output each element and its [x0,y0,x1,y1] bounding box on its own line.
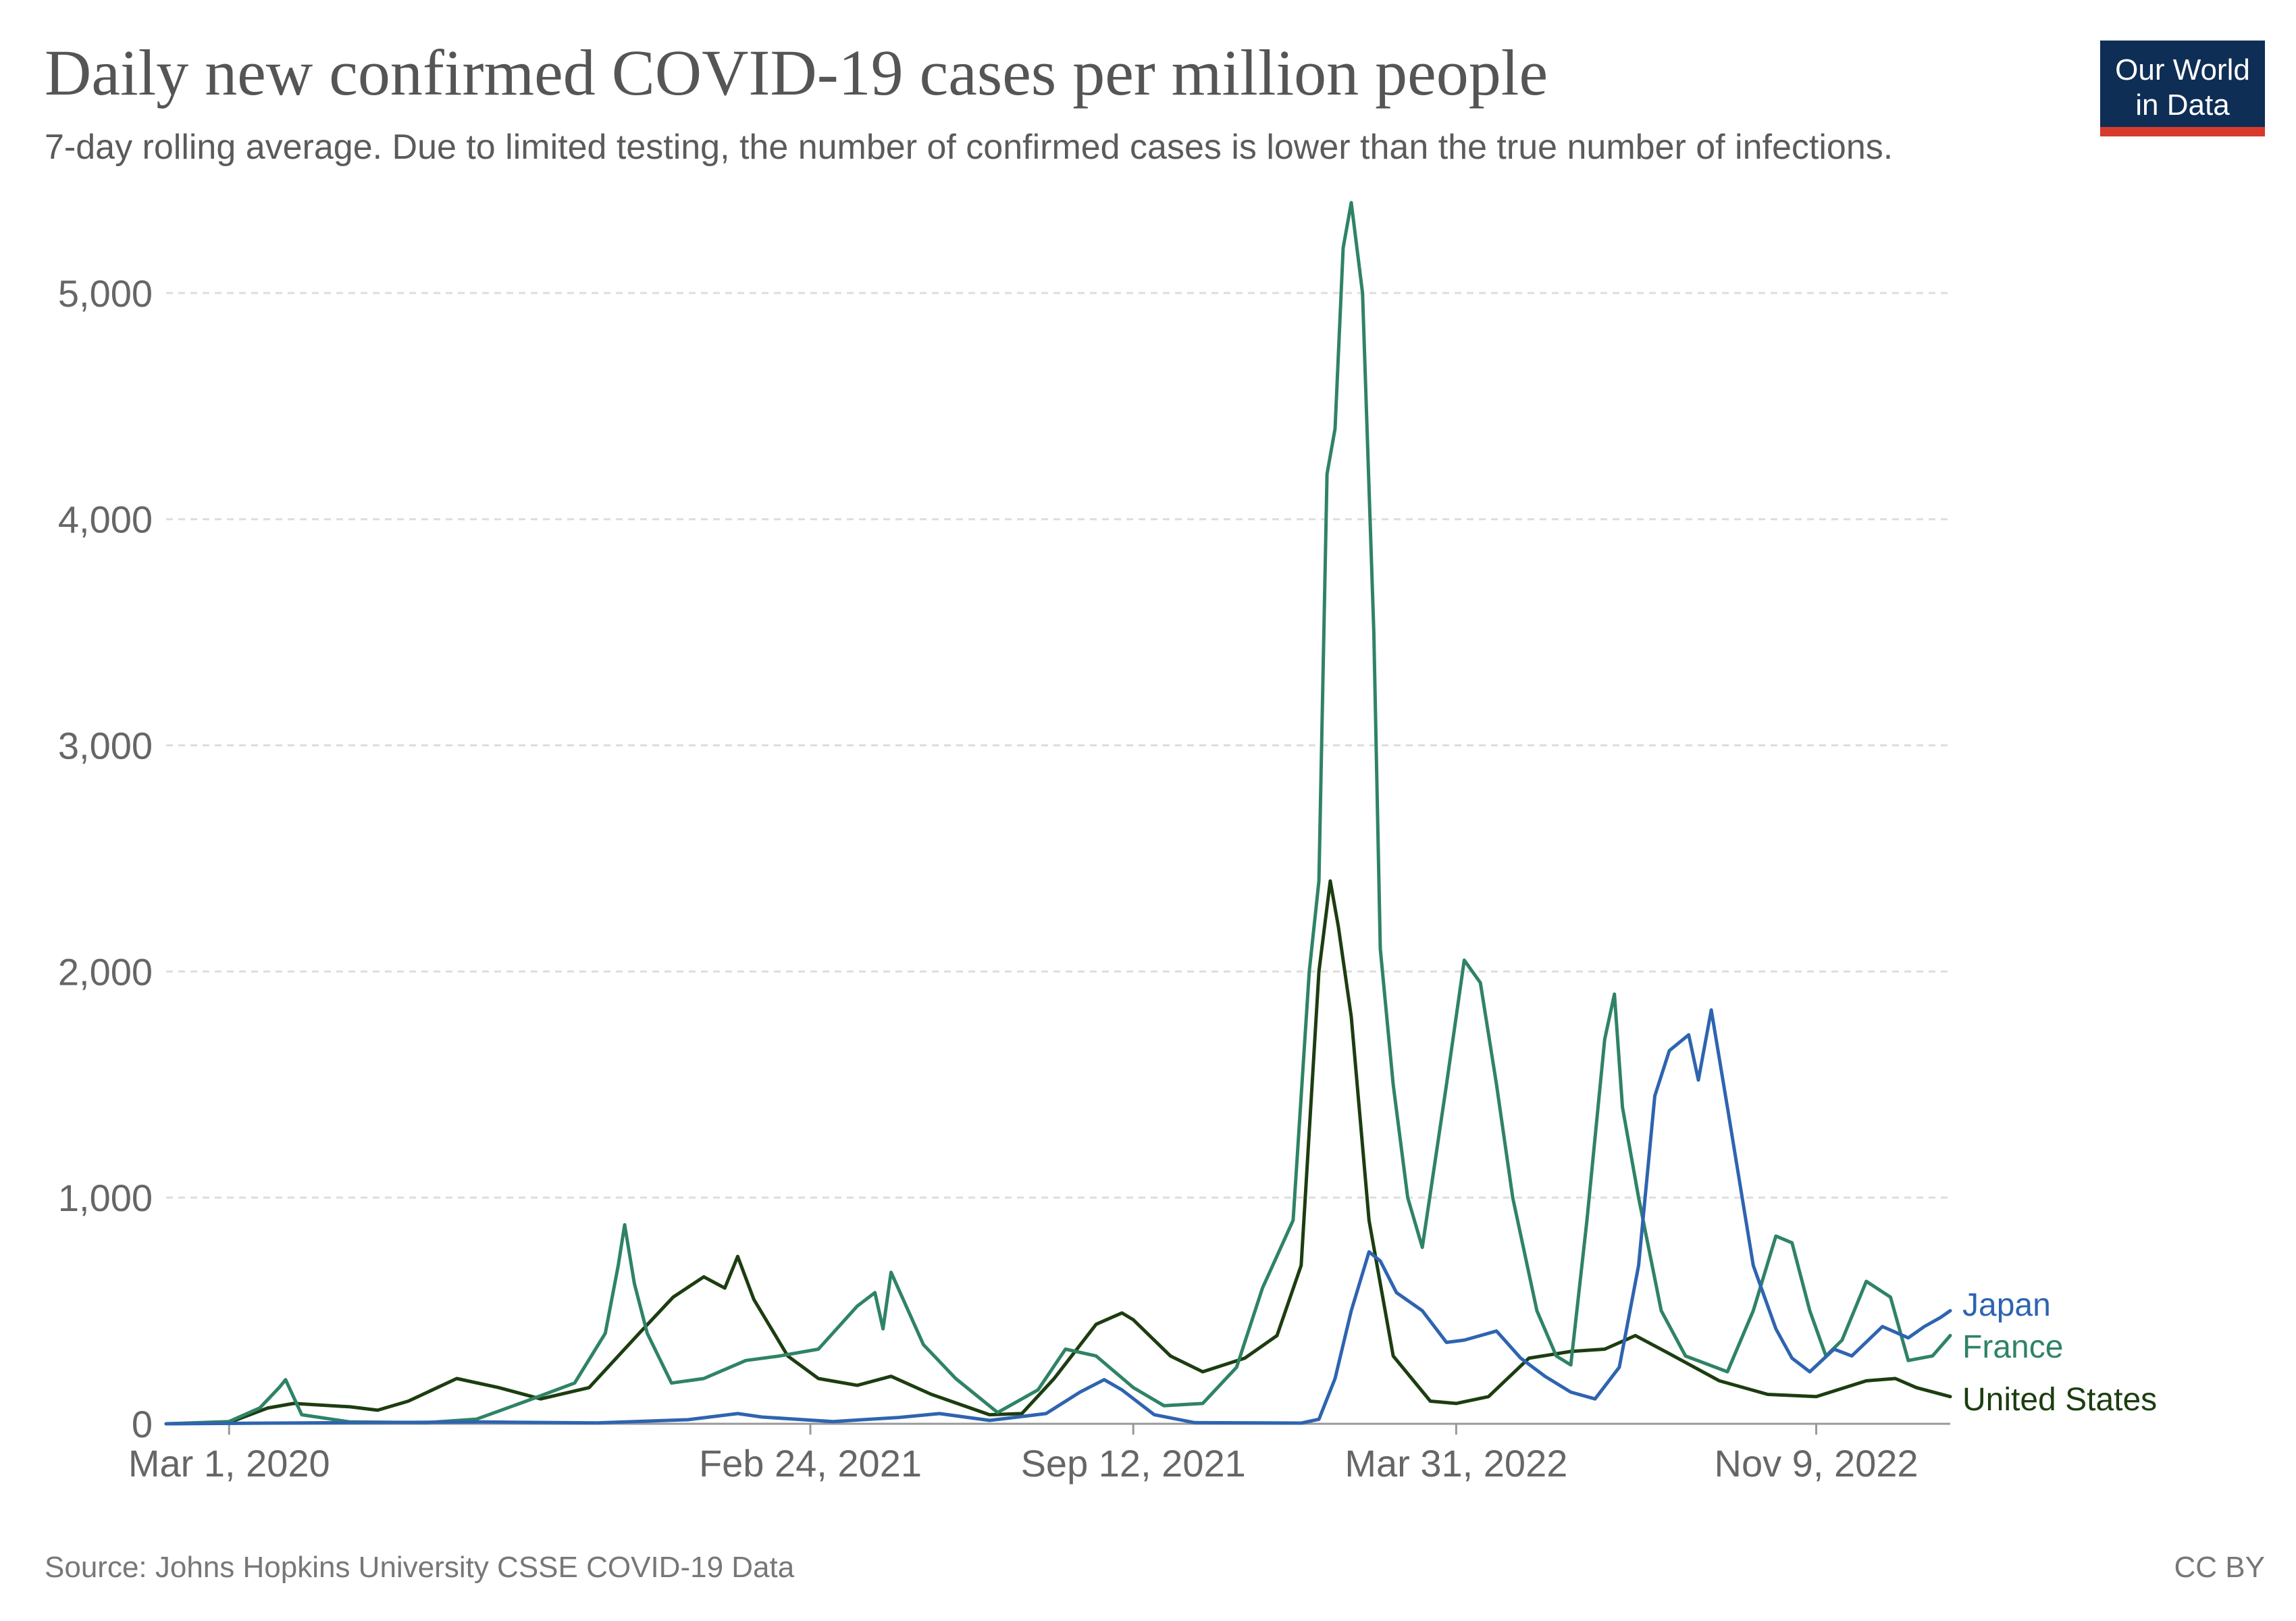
y-tick-label: 3,000 [58,725,153,767]
y-tick-label: 1,000 [58,1177,153,1219]
y-tick-label: 4,000 [58,498,153,541]
x-tick-label: Nov 9, 2022 [1715,1442,1919,1485]
series-line-japan[interactable] [164,1008,1952,1426]
grid-lines [166,292,1950,1199]
y-tick-label: 0 [132,1403,153,1445]
chart-title: Daily new confirmed COVID-19 cases per m… [45,36,1548,109]
legend: Japan France United States [1962,1287,2157,1418]
series-line-france[interactable] [164,201,1952,1426]
x-tick-label: Feb 24, 2021 [699,1442,922,1485]
series-line-united-states[interactable] [164,879,1952,1426]
owid-logo[interactable]: Our World in Data [2100,41,2265,136]
logo-line-2: in Data [2135,88,2230,122]
x-axis: Mar 1, 2020 Feb 24, 2021 Sep 12, 2021 Mar 3… [128,1422,1950,1485]
chart-subtitle: 7-day rolling average. Due to limited te… [45,128,1894,167]
y-axis-ticks: 0 1,000 2,000 3,000 4,000 5,000 [58,272,153,1445]
y-tick-label: 2,000 [58,950,153,993]
legend-label-france[interactable]: France [1962,1329,2063,1365]
license-link[interactable]: CC BY [2174,1551,2265,1584]
logo-line-1: Our World [2115,53,2250,86]
x-tick-label: Sep 12, 2021 [1021,1442,1246,1485]
legend-label-united-states[interactable]: United States [1962,1382,2157,1418]
legend-label-japan[interactable]: Japan [1962,1287,2051,1323]
series-lines [164,201,1952,1426]
x-tick-label: Mar 1, 2020 [128,1442,330,1485]
y-tick-label: 5,000 [58,272,153,315]
source-note: Source: Johns Hopkins University CSSE CO… [45,1551,795,1584]
x-tick-label: Mar 31, 2022 [1345,1442,1567,1485]
